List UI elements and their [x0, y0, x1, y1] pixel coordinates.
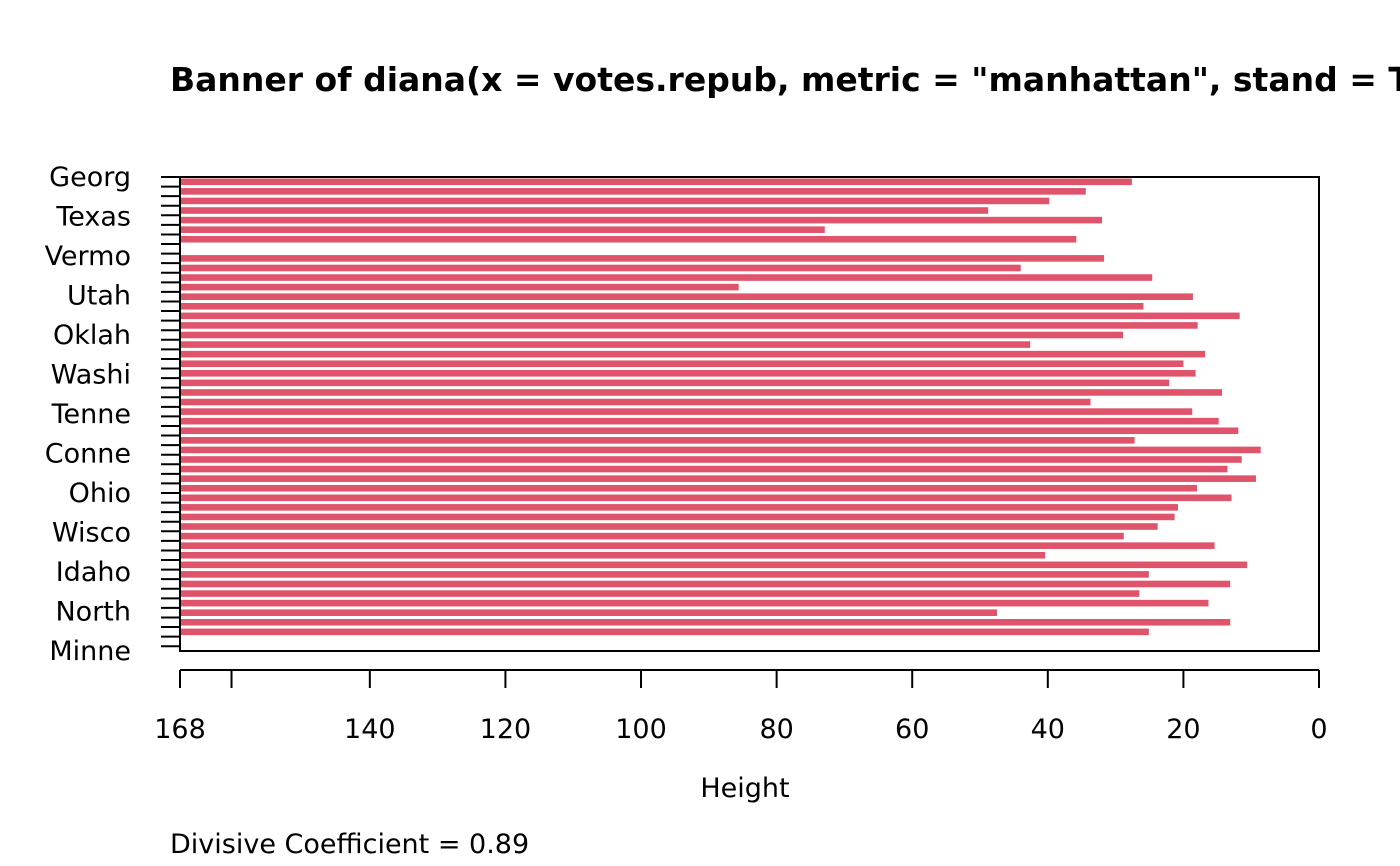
banner-bar: [180, 618, 1231, 626]
y-tick-label: Wisco: [52, 518, 131, 549]
banner-bar: [180, 389, 1223, 396]
x-axis-label: Height: [700, 773, 789, 804]
divisive-coefficient: Divisive Coefficient = 0.89: [170, 829, 529, 860]
banner-bar: [180, 427, 1239, 435]
y-tick-label: Minne: [49, 636, 131, 667]
y-tick-label: Idaho: [56, 557, 131, 588]
banner-bar: [180, 437, 1135, 444]
banner-bar: [180, 235, 1077, 243]
banner-bar: [180, 532, 1124, 540]
banner-bar: [180, 561, 1248, 569]
banner-bar: [180, 331, 1124, 339]
y-tick-label: Georg: [49, 162, 131, 193]
y-tick-label: Ohio: [69, 478, 131, 509]
x-tick-label: 40: [1031, 714, 1065, 745]
banner-bar: [180, 484, 1197, 492]
x-tick-label: 0: [1310, 714, 1327, 745]
x-tick-label: 80: [759, 714, 793, 745]
bars-layer: [180, 178, 1261, 636]
y-tick-label: Washi: [51, 360, 131, 391]
banner-bar: [180, 207, 989, 214]
banner-bar: [180, 188, 1086, 195]
banner-bar: [180, 513, 1175, 521]
banner-bar: [180, 226, 825, 233]
x-tick-label: 140: [344, 714, 396, 745]
banner-bar: [180, 283, 739, 291]
banner-bar: [180, 398, 1091, 406]
banner-bar: [180, 417, 1219, 425]
banner-bar: [180, 609, 997, 616]
x-axis: 168 140 120 100 80 60 40 20 0: [154, 669, 1328, 745]
y-tick-label: Conne: [45, 439, 131, 470]
banner-bar: [180, 302, 1144, 310]
banner-bar: [180, 590, 1140, 597]
x-tick-label: 168: [154, 714, 206, 745]
banner-bar: [180, 293, 1193, 300]
banner-bar: [180, 274, 1153, 281]
banner-bar: [180, 599, 1209, 607]
banner-bar: [180, 255, 1105, 262]
banner-bar: [180, 341, 1031, 348]
banner-bar: [180, 370, 1196, 377]
banner-bar: [180, 628, 1149, 636]
banner-bar: [180, 571, 1149, 578]
banner-bar: [180, 408, 1193, 415]
y-tick-label: Vermo: [45, 241, 131, 272]
banner-bar: [180, 322, 1198, 329]
banner-bar: [180, 216, 1103, 224]
banner-bar: [180, 264, 1021, 272]
banner-bar: [180, 465, 1228, 473]
x-tick-label: 20: [1166, 714, 1200, 745]
banner-bar: [180, 379, 1170, 387]
chart-title: Banner of diana(x = votes.repub, metric …: [170, 60, 1400, 99]
banner-bar: [180, 446, 1261, 454]
banner-bar: [180, 523, 1158, 530]
x-tick-label: 60: [895, 714, 929, 745]
y-tick-label: Tenne: [51, 399, 131, 430]
x-tick-label: 120: [480, 714, 532, 745]
y-tick-label: North: [55, 597, 131, 628]
banner-bar: [180, 350, 1206, 358]
banner-bar: [180, 360, 1184, 368]
x-tick-label: 100: [615, 714, 667, 745]
y-tick-label: Utah: [67, 281, 131, 312]
banner-bar: [180, 475, 1256, 482]
banner-bar: [180, 178, 1132, 186]
banner-bar: [180, 456, 1242, 463]
banner-bar: [180, 542, 1215, 549]
banner-bar: [180, 504, 1178, 511]
banner-bar: [180, 197, 1050, 205]
banner-bar: [180, 312, 1240, 320]
banner-bar: [180, 494, 1232, 502]
banner-bar: [180, 580, 1231, 588]
y-axis: Georg Texas Vermo Utah Oklah Washi Tenne Conne O…: [45, 162, 181, 667]
y-tick-label: Texas: [55, 202, 131, 233]
banner-bar: [180, 551, 1046, 559]
y-tick-label: Oklah: [53, 320, 131, 351]
